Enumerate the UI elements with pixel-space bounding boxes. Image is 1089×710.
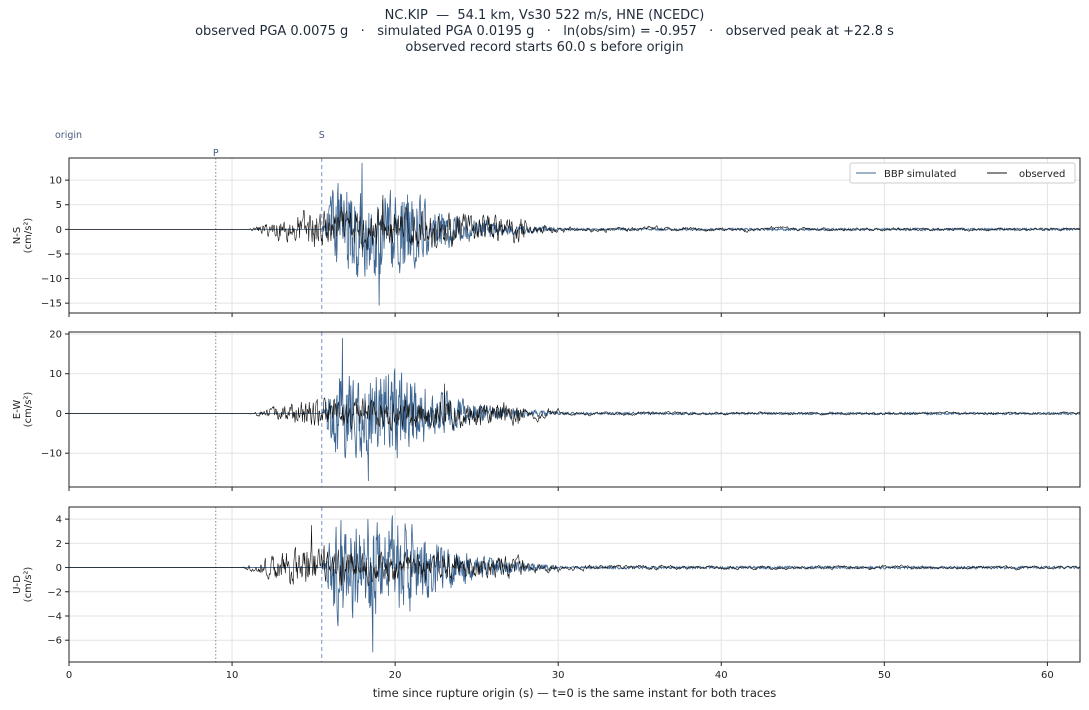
x-tick-label: 10 [226,670,239,681]
marker-label-s: S [319,130,325,141]
y-tick-label: 5 [56,200,62,211]
legend-box [849,162,1076,184]
y-tick-label: −5 [47,249,62,260]
simulated-series-line [69,337,1080,482]
x-axis-label: time since rupture origin (s) — t=0 is t… [373,686,777,700]
marker-label-origin: origin [55,130,82,141]
y-tick-label: 0 [56,563,62,574]
x-tick-label: 30 [552,670,565,681]
y-tick-label: −2 [47,587,62,598]
y-axis-label: N-S(cm/s²) [12,218,34,254]
x-tick-label: 50 [878,670,891,681]
x-tick-label: 60 [1041,670,1054,681]
y-tick-label: −10 [41,274,62,285]
panel-2: −10 0 10 20 E-W(cm/s²) [12,329,1081,491]
y-tick-label: −4 [47,611,62,622]
observed-series-line [69,194,1080,251]
observed-series-line [69,383,1080,432]
simulated-series-line [69,515,1080,653]
y-tick-label: 0 [56,225,62,236]
chart-title: NC.KIP — 54.1 km, Vs30 522 m/s, HNE (NCE… [0,8,1089,56]
trace-group [69,515,1080,653]
title-line-1: NC.KIP — 54.1 km, Vs30 522 m/s, HNE (NCE… [384,8,705,23]
y-tick-label: −6 [47,636,62,647]
x-tick-label: 20 [389,670,402,681]
x-tick-label: 40 [715,670,728,681]
title-line-3: observed record starts 60.0 s before ori… [405,40,684,55]
marker-label-p: P [213,148,219,159]
y-tick-label: 2 [56,539,62,550]
y-tick-label: 20 [49,329,62,340]
panel-frame [68,506,1081,663]
y-tick-label: 10 [49,176,62,187]
y-axis-label: U-D(cm/s²) [12,567,34,603]
y-tick-label: 10 [49,369,62,380]
observed-series-line [69,525,1080,587]
trace-group [69,162,1080,306]
trace-group [69,337,1080,482]
y-tick-label: −10 [41,449,62,460]
title-line-2: observed PGA 0.0075 g · simulated PGA 0.… [195,24,894,39]
legend: BBP simulated observed [849,162,1076,184]
panel-frame [68,157,1081,314]
simulated-series-line [69,162,1080,306]
legend-label-observed: observed [1019,169,1065,180]
y-axis-label: E-W(cm/s²) [12,392,34,428]
y-tick-label: 0 [56,409,62,420]
y-tick-label: −15 [41,299,62,310]
legend-label-simulated: BBP simulated [884,169,956,180]
x-tick-label: 0 [66,670,72,681]
y-tick-label: 4 [56,515,62,526]
panel-frame [68,331,1081,488]
